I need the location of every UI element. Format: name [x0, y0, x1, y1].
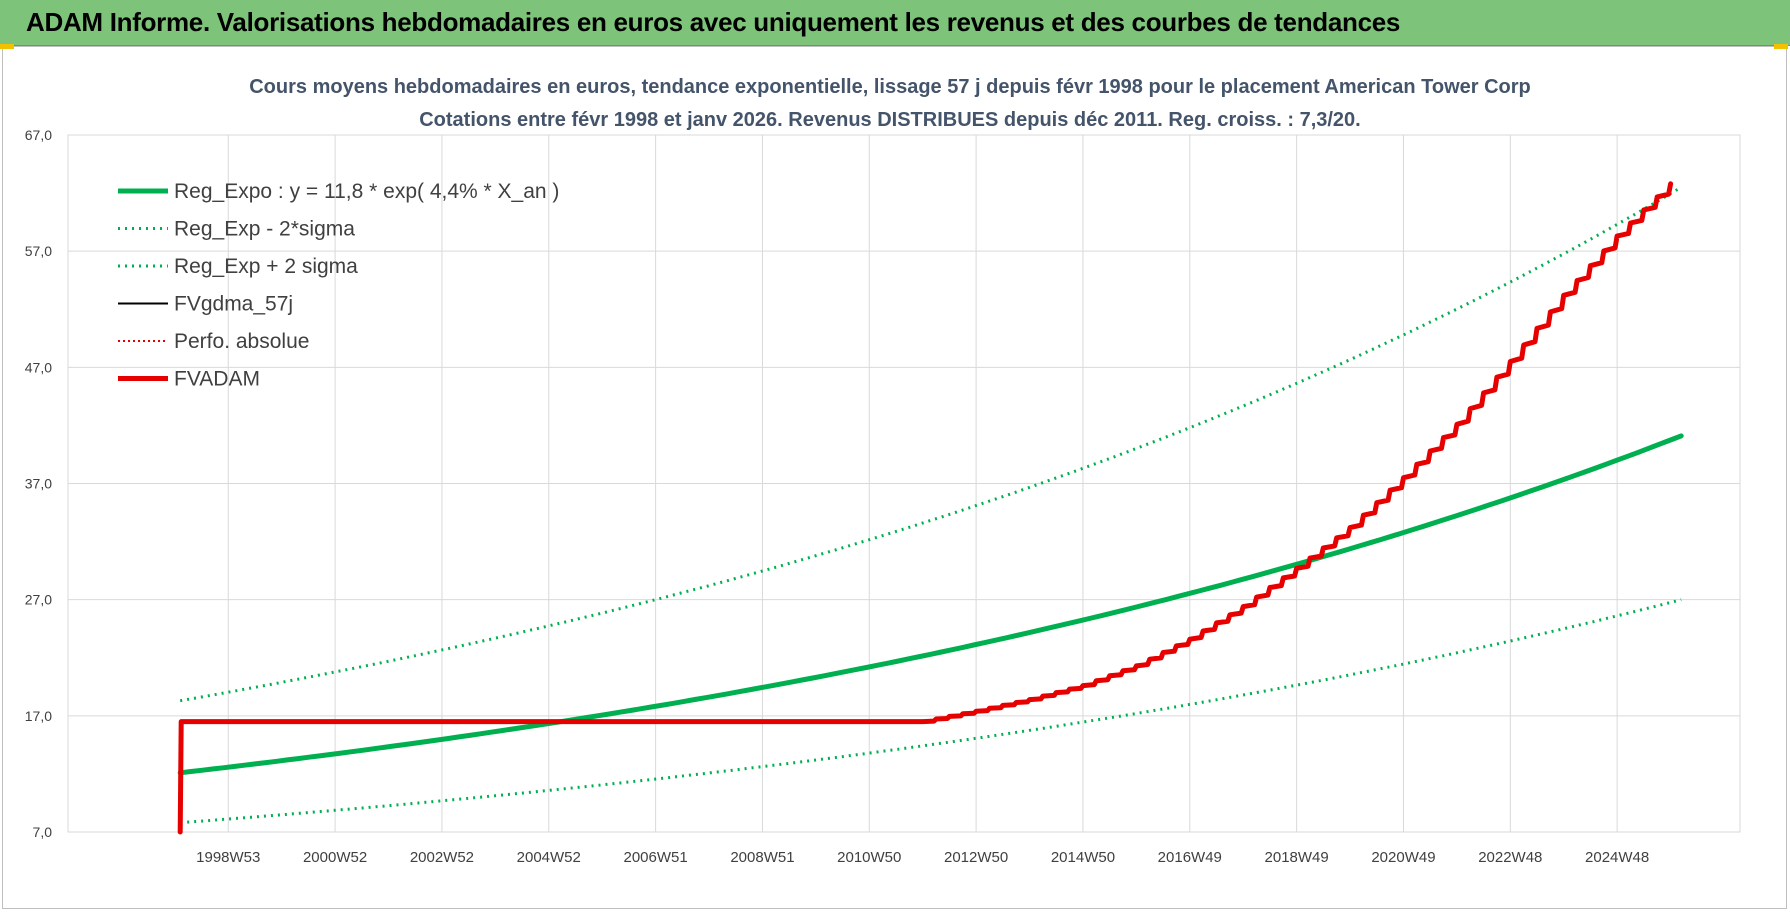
legend-label: FVADAM	[174, 368, 260, 391]
chart-series	[177, 181, 1684, 835]
x-tick-label: 2002W52	[410, 849, 474, 866]
series-line	[180, 598, 1682, 825]
y-tick-label: 47,0	[25, 359, 52, 375]
y-axis-ticks: 7,0 17,0 27,0 37,0 47,0 57,0 67,0	[25, 127, 52, 840]
legend-label: Reg_Expo : y = 11,8 * exp( 4,4% * X_an )	[174, 180, 559, 203]
legend-label: Reg_Exp - 2*sigma	[174, 218, 355, 241]
y-tick-label: 27,0	[25, 592, 52, 608]
x-tick-label: 2014W50	[1051, 849, 1115, 866]
chart-legend: Reg_Expo : y = 11,8 * exp( 4,4% * X_an )…	[118, 180, 559, 391]
x-axis-ticks: 1998W53 2000W52 2002W52 2004W52 2006W51 2008W…	[196, 849, 1649, 866]
legend-label: Reg_Exp + 2 sigma	[174, 255, 358, 278]
legend-label: Perfo. absolue	[174, 330, 309, 353]
y-tick-label: 67,0	[25, 127, 52, 143]
x-tick-label: 2018W49	[1265, 849, 1329, 866]
series-line	[179, 183, 1672, 833]
series-line	[179, 182, 1672, 833]
x-tick-label: 1998W53	[196, 849, 260, 866]
x-tick-label: 2016W49	[1158, 849, 1222, 866]
x-tick-label: 2006W51	[623, 849, 687, 866]
series-line	[179, 186, 1682, 703]
x-tick-label: 2004W52	[517, 849, 581, 866]
y-tick-label: 17,0	[25, 708, 52, 724]
x-tick-label: 2022W48	[1478, 849, 1542, 866]
chart-title: Cours moyens hebdomadaires en euros, ten…	[249, 76, 1531, 98]
x-tick-label: 2000W52	[303, 849, 367, 866]
chart-grid	[67, 134, 1741, 833]
chart-frame	[2, 46, 1787, 909]
x-tick-label: 2008W51	[730, 849, 794, 866]
x-tick-label: 2024W48	[1585, 849, 1649, 866]
chart-subtitle: Cotations entre févr 1998 et janv 2026. …	[419, 109, 1361, 131]
x-tick-label: 2010W50	[837, 849, 901, 866]
frame-corner-marker	[1774, 44, 1788, 49]
x-tick-label: 2020W49	[1371, 849, 1435, 866]
series-line	[177, 433, 1684, 776]
header-title: ADAM Informe. Valorisations hebdomadaire…	[26, 7, 1401, 37]
y-tick-label: 37,0	[25, 476, 52, 492]
series-line	[177, 181, 1674, 835]
y-tick-label: 7,0	[33, 824, 53, 840]
header-banner: ADAM Informe. Valorisations hebdomadaire…	[0, 0, 1790, 46]
y-tick-label: 57,0	[25, 243, 52, 259]
x-tick-label: 2012W50	[944, 849, 1008, 866]
frame-corner-marker	[0, 44, 14, 49]
legend-label: FVgdma_57j	[174, 293, 293, 316]
